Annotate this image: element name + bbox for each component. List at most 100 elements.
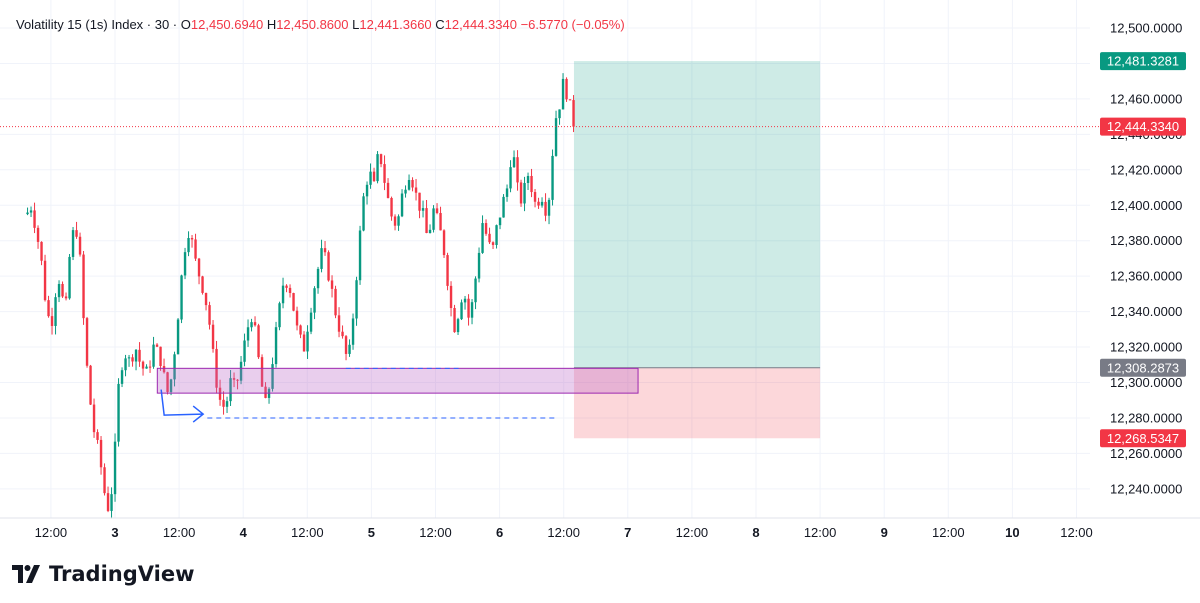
candle-body bbox=[257, 325, 260, 358]
candle-body bbox=[533, 192, 537, 202]
candle-body bbox=[302, 334, 306, 352]
candle-body bbox=[253, 322, 257, 326]
candle-body bbox=[194, 239, 197, 259]
y-tick-label: 12,400.0000 bbox=[1110, 198, 1182, 213]
y-tick-label: 12,340.0000 bbox=[1110, 304, 1182, 319]
x-tick-label: 8 bbox=[752, 525, 759, 540]
candle-body bbox=[449, 285, 453, 309]
candle-body bbox=[397, 216, 400, 226]
change-value: −6.5770 (−0.05%) bbox=[520, 17, 625, 32]
x-tick-label: 10 bbox=[1005, 525, 1019, 540]
candle-body bbox=[323, 248, 327, 253]
open-value: 12,450.6940 bbox=[190, 17, 264, 32]
price-axis[interactable]: 12,500.000012,480.000012,460.000012,440.… bbox=[1110, 21, 1182, 497]
candle-body bbox=[376, 154, 379, 182]
candle-body bbox=[481, 223, 484, 253]
candle-body bbox=[565, 78, 568, 100]
candle-body bbox=[530, 175, 533, 193]
candle-body bbox=[544, 201, 547, 216]
x-tick-label: 7 bbox=[624, 525, 631, 540]
candle-body bbox=[138, 349, 141, 362]
candle-body bbox=[393, 216, 397, 226]
candle-body bbox=[320, 248, 323, 269]
y-tick-label: 12,320.0000 bbox=[1110, 340, 1182, 355]
candle-body bbox=[197, 258, 201, 277]
candle-body bbox=[103, 467, 106, 494]
candle-body bbox=[64, 296, 68, 299]
tradingview-brand[interactable]: TradingView bbox=[12, 562, 194, 586]
candle-body bbox=[414, 187, 418, 193]
candle-body bbox=[358, 230, 362, 281]
candle-body bbox=[453, 308, 456, 333]
x-tick-label: 6 bbox=[496, 525, 503, 540]
candle-body bbox=[120, 370, 124, 384]
candle-body bbox=[271, 364, 274, 389]
chart-drawings[interactable] bbox=[0, 126, 1100, 423]
candle-body bbox=[159, 346, 162, 367]
symbol-legend: Volatility 15 (1s) Index · 30 · O12,450.… bbox=[16, 17, 625, 32]
high-value: 12,450.8600 bbox=[276, 17, 349, 32]
candle-body bbox=[218, 387, 222, 400]
candle-body bbox=[106, 493, 110, 511]
candle-body bbox=[495, 225, 498, 245]
candle-body bbox=[43, 260, 47, 301]
x-tick-label: 12:00 bbox=[35, 525, 68, 540]
candle-body bbox=[386, 182, 390, 198]
candle-body bbox=[295, 310, 299, 326]
candle-body bbox=[369, 171, 372, 185]
close-value: 12,444.3340 bbox=[444, 17, 517, 32]
candle-body bbox=[418, 192, 421, 211]
x-tick-label: 3 bbox=[111, 525, 118, 540]
candle-body bbox=[316, 268, 320, 289]
candle-body bbox=[470, 302, 474, 318]
candle-body bbox=[117, 383, 120, 442]
candle-body bbox=[390, 197, 393, 217]
candle-body bbox=[260, 357, 264, 387]
x-tick-label: 12:00 bbox=[419, 525, 452, 540]
x-tick-label: 12:00 bbox=[932, 525, 965, 540]
candle-body bbox=[204, 292, 208, 306]
target-price-tag: 12,481.3281 bbox=[1107, 54, 1179, 69]
candle-body bbox=[432, 208, 435, 230]
candle-body bbox=[512, 157, 516, 168]
candle-body bbox=[75, 230, 78, 237]
candle-body bbox=[467, 298, 470, 318]
candle-body bbox=[498, 217, 502, 226]
candle-body bbox=[551, 155, 554, 200]
candle-body bbox=[306, 331, 309, 352]
candle-body bbox=[285, 285, 288, 288]
y-tick-label: 12,420.0000 bbox=[1110, 162, 1182, 177]
candle-body bbox=[292, 292, 295, 311]
candle-body bbox=[547, 199, 551, 216]
candle-body bbox=[166, 372, 169, 392]
candle-body bbox=[243, 340, 246, 362]
candle-body bbox=[351, 318, 355, 345]
candle-body bbox=[124, 358, 127, 371]
symbol-title[interactable]: Volatility 15 (1s) Index · 30 · bbox=[16, 17, 178, 32]
candle-body bbox=[344, 336, 348, 354]
brand-name: TradingView bbox=[49, 562, 195, 586]
candle-body bbox=[327, 252, 330, 281]
y-tick-label: 12,280.0000 bbox=[1110, 410, 1182, 425]
target-zone bbox=[573, 61, 821, 368]
x-tick-label: 12:00 bbox=[676, 525, 709, 540]
candle-body bbox=[502, 196, 505, 218]
low-label: L bbox=[352, 17, 360, 32]
time-axis[interactable]: 12:00 3 12:00 4 12:00 5 12:00 6 12:00 7 12:00 8 12:0… bbox=[0, 517, 1200, 540]
candle-body bbox=[474, 278, 477, 303]
candle-body bbox=[33, 210, 36, 228]
high-label: H bbox=[266, 17, 277, 32]
candle-body bbox=[187, 238, 190, 253]
candle-body bbox=[456, 319, 460, 333]
x-tick-label: 12:00 bbox=[547, 525, 580, 540]
position-zones bbox=[573, 61, 821, 439]
candle-body bbox=[222, 399, 225, 407]
y-tick-label: 12,300.0000 bbox=[1110, 375, 1182, 390]
candle-body bbox=[57, 283, 61, 298]
candle-body bbox=[183, 252, 187, 276]
candle-body bbox=[36, 227, 40, 242]
candle-body bbox=[558, 109, 561, 119]
candle-body bbox=[208, 305, 211, 325]
candle-body bbox=[400, 193, 404, 217]
